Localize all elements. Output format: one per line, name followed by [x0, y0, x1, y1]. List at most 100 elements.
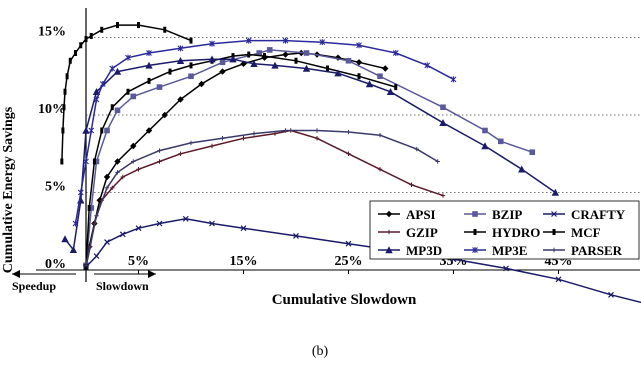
data-point-apsi	[219, 68, 226, 75]
data-point-mp3e	[392, 50, 399, 56]
data-point-hydro	[68, 57, 72, 64]
data-point-crafty	[293, 232, 299, 239]
data-point-hydro	[189, 37, 193, 44]
data-point-hydro	[61, 127, 65, 134]
data-point-bzip	[345, 57, 352, 64]
data-point-crafty	[209, 220, 215, 227]
data-point-gzip	[157, 159, 162, 164]
data-point-mp3e	[282, 37, 289, 44]
data-point-crafty	[182, 215, 189, 222]
y-tick-label: 15%	[38, 25, 66, 40]
data-point-mp3d	[271, 61, 279, 69]
legend-item-mp3e: MP3E	[464, 243, 527, 258]
data-point-parser	[220, 136, 225, 141]
data-point-gzip	[346, 151, 351, 156]
x-tick-label: 5%	[128, 254, 149, 269]
data-point-crafty	[104, 239, 110, 246]
data-point-mp3e	[109, 65, 116, 72]
legend-marker-mcf	[552, 229, 556, 235]
data-point-mp3e	[209, 40, 215, 47]
series-line-apsi	[85, 52, 386, 266]
data-point-crafty	[135, 225, 142, 232]
legend-label-bzip: BZIP	[492, 207, 522, 222]
data-point-parser	[157, 148, 162, 153]
data-point-parser	[94, 213, 99, 218]
legend: APSI BZIP CRAFTY GZIP HYDRO MCF MP3D MP3E PARSER	[369, 200, 640, 260]
data-point-mcf	[147, 77, 151, 84]
data-point-parser	[104, 185, 110, 191]
data-point-mp3d	[69, 246, 78, 254]
data-point-mcf	[168, 68, 172, 75]
data-point-mp3e	[77, 189, 84, 196]
data-point-mp3d	[145, 61, 153, 69]
data-point-apsi	[103, 173, 111, 181]
series-mcf	[84, 51, 398, 270]
data-point-mcf	[189, 62, 193, 69]
data-point-mp3e	[93, 96, 100, 103]
data-point-mcf	[92, 158, 96, 165]
series-line-mp3d	[64, 58, 556, 252]
speedup-annotation: Speedup	[12, 279, 56, 293]
legend-item-crafty: CRAFTY	[543, 207, 626, 222]
data-point-parser	[131, 159, 136, 164]
data-point-parser	[346, 129, 351, 135]
data-point-hydro	[137, 22, 140, 29]
series-bzip	[83, 47, 536, 269]
data-point-mp3e	[88, 127, 95, 134]
data-point-mp3e	[177, 45, 184, 52]
data-point-mp3e	[83, 158, 89, 165]
series-line-mp3e	[74, 39, 454, 224]
data-point-bzip	[529, 149, 536, 155]
data-point-mp3e	[450, 76, 457, 83]
data-point-mp3d	[439, 119, 447, 126]
data-point-bzip	[219, 59, 226, 66]
data-point-mcf	[100, 127, 104, 134]
data-point-apsi	[177, 96, 184, 103]
data-point-mp3e	[125, 54, 131, 61]
data-point-bzip	[482, 127, 488, 134]
data-point-mp3d	[176, 57, 185, 64]
data-point-mp3d	[481, 142, 489, 150]
data-point-bzip	[156, 84, 163, 90]
x-tick-label: 25%	[335, 254, 363, 269]
data-point-apsi	[282, 51, 289, 58]
legend-label-gzip: GZIP	[406, 225, 438, 240]
data-point-crafty	[345, 240, 352, 247]
series-apsi	[82, 49, 389, 269]
data-point-hydro	[163, 26, 167, 33]
data-point-bzip	[93, 158, 100, 165]
data-point-mp3d	[518, 165, 526, 173]
data-point-gzip	[209, 143, 215, 149]
data-point-gzip	[120, 174, 125, 180]
slowdown-annotation: Slowdown	[96, 279, 149, 293]
data-point-mcf	[110, 104, 114, 111]
data-point-parser	[414, 146, 419, 152]
legend-label-mcf: MCF	[571, 225, 601, 240]
data-point-crafty	[93, 253, 100, 259]
data-point-hydro	[74, 50, 77, 56]
data-point-parser	[83, 263, 89, 268]
legend-marker-mp3d	[385, 246, 393, 254]
data-point-apsi	[161, 111, 168, 119]
series-parser	[83, 128, 440, 268]
data-point-mp3d	[365, 80, 374, 88]
data-point-gzip	[377, 167, 383, 172]
legend-marker-apsi	[385, 210, 393, 218]
data-point-parser	[251, 131, 257, 136]
legend-marker-bzip	[472, 211, 478, 217]
data-point-gzip	[136, 167, 141, 172]
data-point-mp3e	[424, 62, 431, 69]
data-point-mp3d	[61, 235, 69, 243]
legend-marker-gzip	[386, 229, 392, 235]
data-point-mcf	[247, 51, 251, 58]
legend-label-mp3e: MP3E	[492, 243, 527, 258]
legend-box	[369, 200, 640, 260]
data-point-bzip	[303, 50, 310, 56]
data-point-hydro	[116, 22, 119, 29]
legend-label-hydro: HYDRO	[492, 225, 540, 240]
data-point-mp3e	[99, 81, 106, 87]
data-point-apsi	[198, 80, 205, 88]
data-point-mp3e	[245, 37, 252, 44]
data-point-parser	[115, 170, 120, 175]
